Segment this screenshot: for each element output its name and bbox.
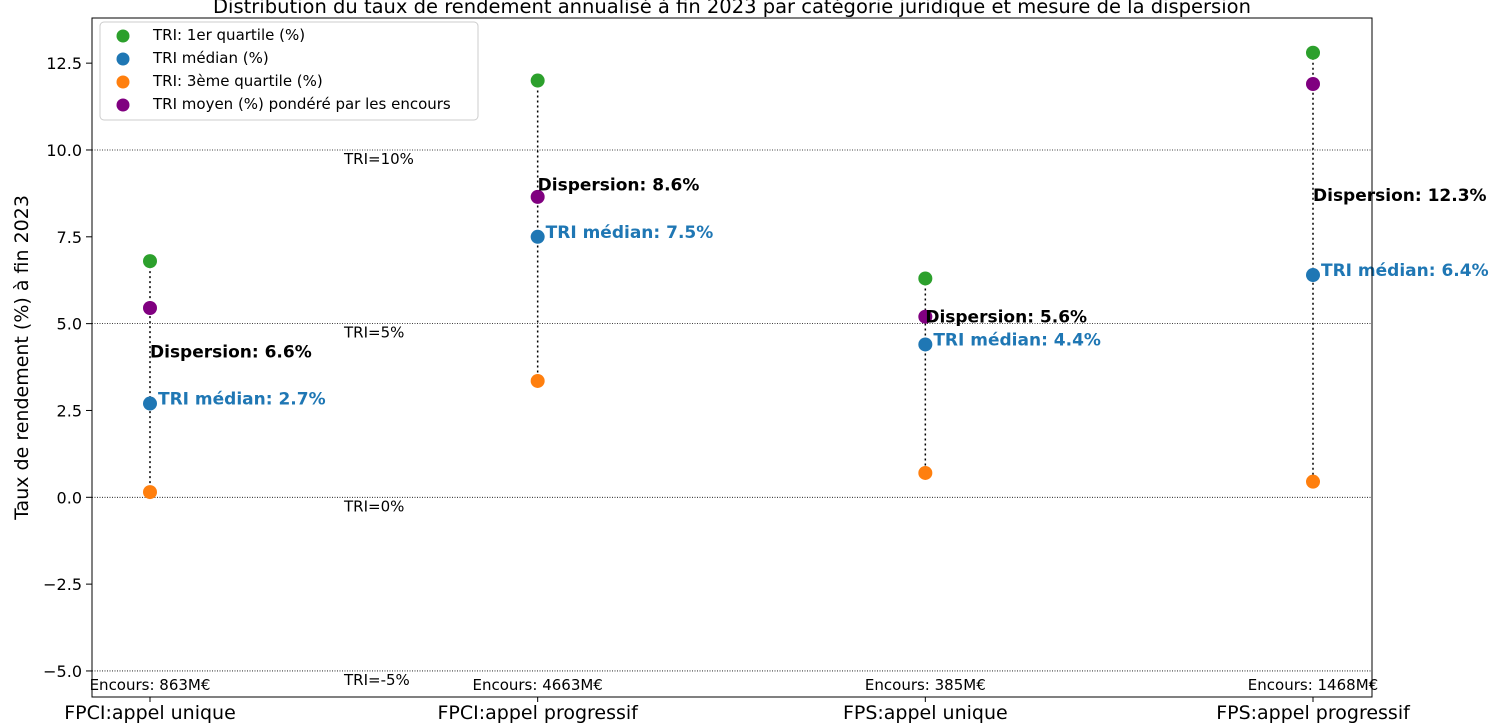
data-point — [143, 254, 157, 269]
legend-marker — [116, 98, 130, 112]
data-point — [530, 373, 545, 388]
data-point — [530, 229, 545, 244]
legend-marker — [116, 75, 130, 89]
x-tick-label: FPCI:appel unique — [64, 702, 236, 724]
y-axis-label: Taux de rendement (%) à fin 2023 — [11, 195, 33, 521]
median-label: TRI médian: 6.4% — [1321, 261, 1489, 281]
encours-label: Encours: 385M€ — [865, 676, 986, 694]
dispersion-label: Dispersion: 8.6% — [538, 176, 700, 196]
encours-label: Encours: 4663M€ — [472, 676, 602, 694]
dispersion-label: Dispersion: 5.6% — [925, 308, 1087, 328]
data-point — [1306, 268, 1320, 283]
legend-marker — [116, 52, 130, 66]
y-tick-label: 5.0 — [57, 315, 82, 334]
median-label: TRI médian: 2.7% — [158, 390, 326, 410]
data-point — [1306, 76, 1320, 91]
data-point — [143, 396, 157, 411]
data-point — [918, 465, 933, 480]
data-point — [1306, 474, 1320, 489]
y-tick-label: 10.0 — [46, 141, 82, 160]
median-label: TRI médian: 7.5% — [546, 223, 714, 243]
data-point — [143, 485, 157, 500]
data-point — [918, 337, 933, 352]
legend-marker — [116, 29, 130, 43]
legend: TRI: 1er quartile (%) TRI médian (%) TRI: … — [99, 21, 479, 121]
y-tick-label: −2.5 — [43, 575, 82, 594]
annotations: Dispersion: 6.6% TRI médian: 2.7% Encours:… — [90, 176, 1489, 694]
legend-entry: TRI médian (%) — [152, 49, 269, 67]
y-tick-label: 0.0 — [57, 488, 82, 507]
x-axis: FPCI:appel unique FPCI:appel progressif FP… — [64, 697, 1411, 724]
legend-box — [99, 21, 479, 121]
y-axis: −5.0 −2.5 0.0 2.5 5.0 7.5 10.0 12.5 — [43, 54, 92, 681]
y-tick-label: −5.0 — [43, 662, 82, 681]
x-tick-label: FPS:appel progressif — [1216, 702, 1411, 724]
data-point — [530, 73, 545, 88]
data-point — [1306, 45, 1320, 60]
dispersion-label: Dispersion: 6.6% — [150, 342, 312, 362]
median-label: TRI médian: 4.4% — [933, 330, 1101, 350]
data-points — [143, 45, 1320, 500]
legend-entry: TRI: 1er quartile (%) — [152, 26, 305, 44]
reference-line-label: TRI=5% — [343, 324, 404, 342]
encours-label: Encours: 1468M€ — [1248, 676, 1378, 694]
reference-line-label: TRI=10% — [343, 150, 414, 168]
plot-frame — [91, 17, 1373, 698]
data-point — [143, 301, 157, 316]
reference-line-label: TRI=-5% — [343, 671, 410, 689]
legend-entry: TRI moyen (%) pondéré par les encours — [152, 95, 451, 113]
reference-lines: TRI=10% TRI=5% TRI=0% TRI=-5% — [92, 149, 1372, 689]
legend-entry: TRI: 3ème quartile (%) — [152, 72, 323, 90]
y-tick-label: 12.5 — [46, 54, 82, 73]
y-tick-label: 7.5 — [57, 228, 82, 247]
dispersion-label: Dispersion: 12.3% — [1313, 186, 1487, 206]
data-point — [918, 271, 933, 286]
y-tick-label: 2.5 — [57, 401, 82, 420]
data-point — [918, 309, 933, 324]
reference-line-label: TRI=0% — [343, 497, 404, 515]
data-point — [530, 189, 545, 204]
chart-title: Distribution du taux de rendement annual… — [213, 0, 1251, 18]
x-tick-label: FPCI:appel progressif — [437, 702, 639, 724]
x-tick-label: FPS:appel unique — [843, 702, 1008, 724]
encours-label: Encours: 863M€ — [90, 676, 211, 694]
